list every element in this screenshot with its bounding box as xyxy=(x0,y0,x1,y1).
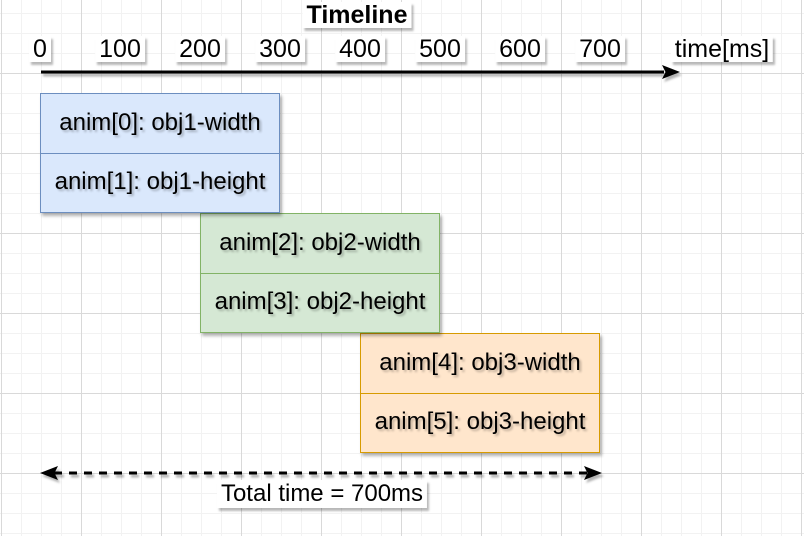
anim-bar-label: anim[1]: obj1-height xyxy=(54,168,266,196)
time-axis-arrow[interactable] xyxy=(0,58,704,88)
axis-tick-label-0: 0 xyxy=(29,36,51,62)
axis-tick-label-400: 400 xyxy=(335,36,385,62)
anim-group-obj3[interactable]: anim[4]: obj3-width anim[5]: obj3-height xyxy=(360,333,600,453)
right-arrowhead-icon xyxy=(584,466,602,480)
axis-unit-label: time[ms] xyxy=(670,36,774,62)
anim-bar-2[interactable]: anim[2]: obj2-width xyxy=(201,214,439,273)
anim-bar-4[interactable]: anim[4]: obj3-width xyxy=(361,334,599,393)
anim-group-obj1[interactable]: anim[0]: obj1-width anim[1]: obj1-height xyxy=(40,93,280,213)
anim-bar-label: anim[3]: obj2-height xyxy=(214,288,426,316)
total-time-label: Total time = 700ms xyxy=(216,480,428,508)
axis-arrowhead-icon xyxy=(662,65,680,79)
anim-bar-1[interactable]: anim[1]: obj1-height xyxy=(41,152,279,212)
anim-bar-label: anim[2]: obj2-width xyxy=(219,229,421,257)
anim-bar-3[interactable]: anim[3]: obj2-height xyxy=(201,272,439,332)
axis-tick-label-100: 100 xyxy=(95,36,145,62)
axis-tick-label-600: 600 xyxy=(495,36,545,62)
anim-bar-label: anim[4]: obj3-width xyxy=(379,349,581,377)
diagram-title: Timeline xyxy=(302,2,412,28)
axis-tick-label-300: 300 xyxy=(255,36,305,62)
axis-tick-label-500: 500 xyxy=(415,36,465,62)
anim-bar-5[interactable]: anim[5]: obj3-height xyxy=(361,392,599,452)
anim-bar-0[interactable]: anim[0]: obj1-width xyxy=(41,94,279,153)
axis-tick-label-200: 200 xyxy=(175,36,225,62)
total-time-arrow[interactable] xyxy=(0,458,640,488)
axis-tick-label-700: 700 xyxy=(575,36,625,62)
anim-group-obj2[interactable]: anim[2]: obj2-width anim[3]: obj2-height xyxy=(200,213,440,333)
anim-bar-label: anim[5]: obj3-height xyxy=(374,408,586,436)
left-arrowhead-icon xyxy=(40,466,58,480)
anim-bar-label: anim[0]: obj1-width xyxy=(59,109,261,137)
